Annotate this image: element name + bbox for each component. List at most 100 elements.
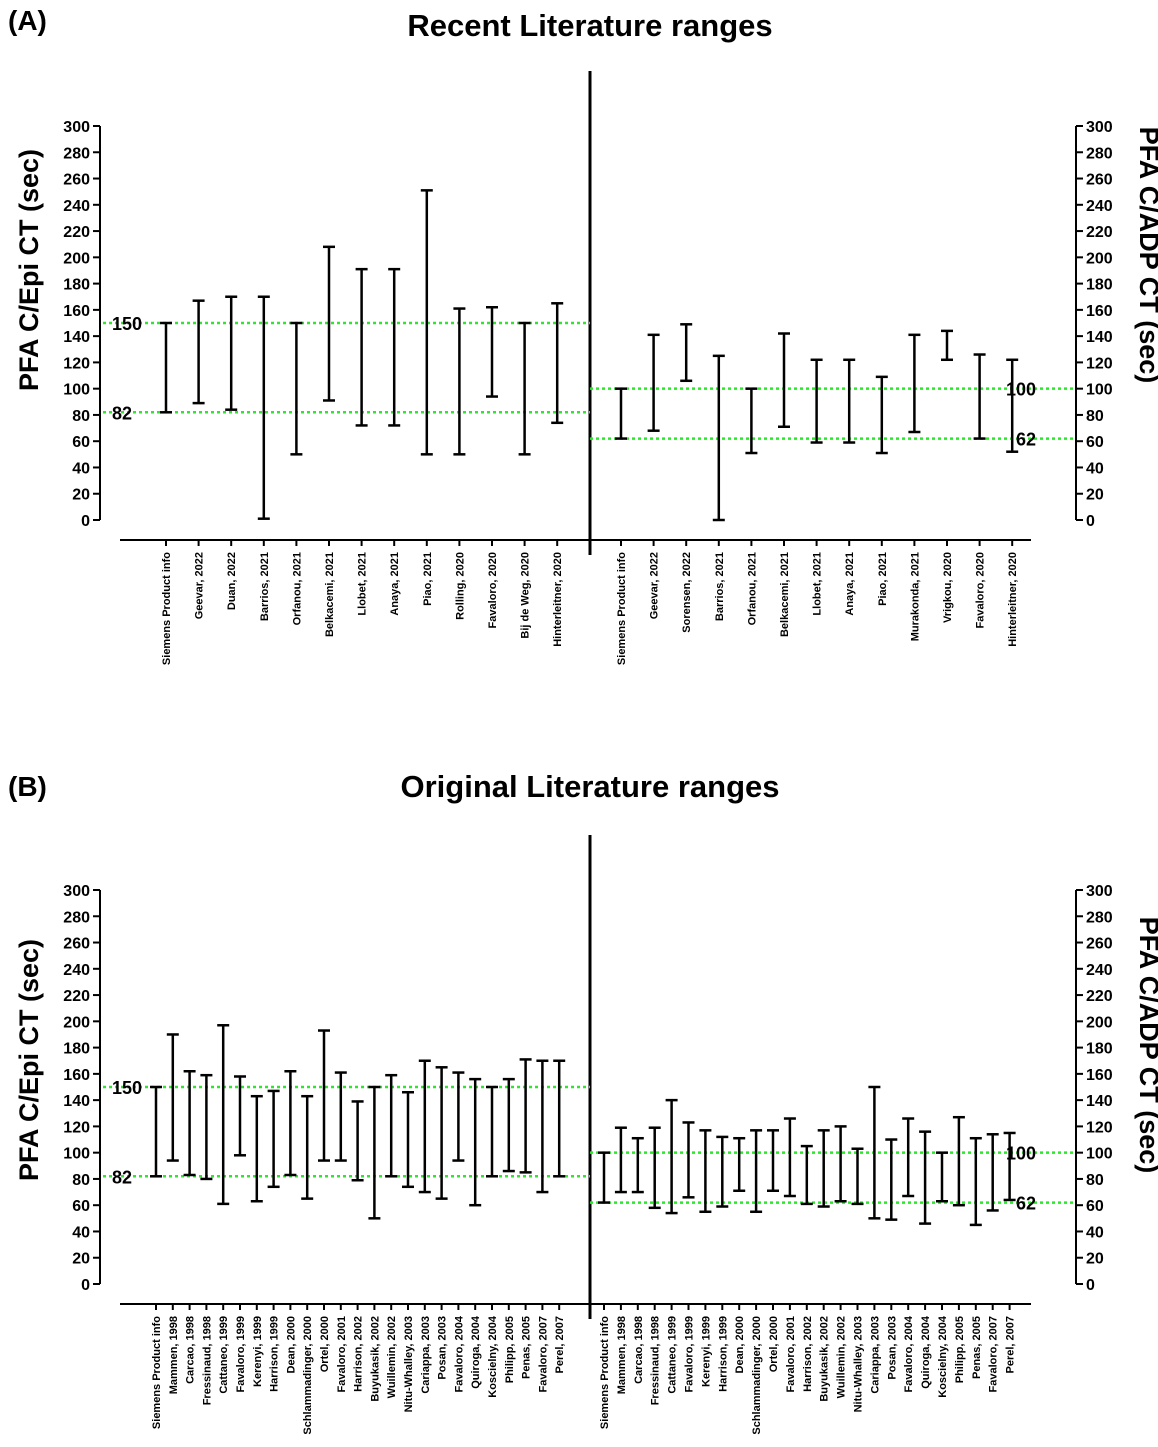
x-tick-label: Llobet, 2021 <box>357 552 369 616</box>
x-tick-label: Favaloro, 2007 <box>988 1316 1000 1392</box>
y-axis-label-right: PFA C/ADP CT (sec) <box>1134 917 1158 1174</box>
y-tick-label-left: 300 <box>63 883 90 900</box>
x-tick-label: Siemens Product info <box>616 552 628 665</box>
reference-label-right: 62 <box>1016 430 1036 450</box>
reference-label-left: 82 <box>112 403 132 423</box>
reference-label-right: 100 <box>1006 380 1036 400</box>
y-tick-label-right: 280 <box>1086 145 1113 162</box>
x-tick-label: Wuillemin, 2002 <box>386 1316 398 1398</box>
x-tick-label: Siemens Product info <box>599 1316 611 1429</box>
x-tick-label: Perel, 2007 <box>554 1316 566 1374</box>
x-tick-label: Anaya, 2021 <box>844 552 856 616</box>
x-tick-label: Dean, 2000 <box>285 1316 297 1373</box>
y-tick-label-left: 0 <box>81 1277 90 1294</box>
y-tick-label-left: 100 <box>63 382 90 399</box>
panel-label: (A) <box>8 5 47 36</box>
x-tick-label: Belkacemi, 2021 <box>324 552 336 637</box>
y-tick-label-right: 80 <box>1086 1172 1104 1189</box>
y-tick-label-left: 100 <box>63 1146 90 1163</box>
x-tick-label: Hinterleitner, 2020 <box>552 552 564 647</box>
x-tick-label: Koscielny, 2004 <box>487 1315 499 1398</box>
y-tick-label-right: 220 <box>1086 988 1113 1005</box>
y-tick-label-left: 120 <box>63 1119 90 1136</box>
x-tick-label: Geevar, 2022 <box>649 552 661 619</box>
y-tick-label-left: 220 <box>63 224 90 241</box>
x-tick-label: Belkacemi, 2021 <box>779 552 791 637</box>
x-tick-label: Penas, 2005 <box>521 1316 533 1379</box>
x-tick-label: Nitu-Whalley, 2003 <box>853 1316 865 1412</box>
y-tick-label-right: 100 <box>1086 382 1113 399</box>
y-tick-label-right: 140 <box>1086 329 1113 346</box>
x-tick-label: Buyukasik, 2002 <box>819 1316 831 1402</box>
y-tick-label-right: 80 <box>1086 408 1104 425</box>
x-tick-label: Harrison, 1999 <box>717 1316 729 1392</box>
y-tick-label-right: 40 <box>1086 460 1104 477</box>
y-tick-label-left: 220 <box>63 988 90 1005</box>
y-tick-label-right: 20 <box>1086 1251 1104 1268</box>
y-tick-label-left: 60 <box>72 1198 90 1215</box>
x-tick-label: Barrios, 2021 <box>714 552 726 621</box>
x-tick-label: Koscielny, 2004 <box>937 1315 949 1398</box>
y-tick-label-right: 220 <box>1086 224 1113 241</box>
x-tick-label: Hinterleitner, 2020 <box>1007 552 1019 647</box>
x-tick-label: Philipp, 2005 <box>504 1316 516 1383</box>
y-axis-label-left: PFA C/Epi CT (sec) <box>14 939 44 1181</box>
y-tick-label-left: 160 <box>63 1067 90 1084</box>
x-tick-label: Orfanou, 2021 <box>291 552 303 625</box>
x-tick-label: Bij de Weg, 2020 <box>520 552 532 639</box>
y-axis-label-right: PFA C/ADP CT (sec) <box>1134 127 1158 384</box>
x-tick-label: Carcao, 1998 <box>633 1316 645 1384</box>
x-tick-label: Favaloro, 2020 <box>487 552 499 628</box>
x-tick-label: Piao, 2021 <box>422 552 434 606</box>
y-tick-label-right: 180 <box>1086 277 1113 294</box>
x-tick-label: Posan, 2003 <box>437 1316 449 1380</box>
x-tick-label: Favaloro, 2004 <box>903 1315 915 1392</box>
x-tick-label: Piao, 2021 <box>877 552 889 606</box>
y-tick-label-right: 0 <box>1086 513 1095 530</box>
chart-title: Recent Literature ranges <box>407 8 772 43</box>
x-tick-label: Harrison, 2002 <box>353 1316 365 1392</box>
x-tick-label: Mammen, 1998 <box>616 1316 628 1394</box>
x-tick-label: Ortel, 2000 <box>768 1316 780 1372</box>
y-tick-label-right: 280 <box>1086 909 1113 926</box>
x-tick-label: Harrison, 2002 <box>802 1316 814 1392</box>
y-tick-label-left: 140 <box>63 1093 90 1110</box>
y-tick-label-right: 160 <box>1086 1067 1113 1084</box>
x-tick-label: Favaloro, 2007 <box>537 1316 549 1392</box>
x-tick-label: Favaloro, 1999 <box>235 1316 247 1392</box>
x-tick-label: Posan, 2003 <box>886 1316 898 1380</box>
y-tick-label-right: 240 <box>1086 198 1113 215</box>
x-tick-label: Rolling, 2020 <box>454 552 466 620</box>
x-tick-label: Kerenyi, 1999 <box>252 1316 264 1387</box>
x-tick-label: Dean, 2000 <box>734 1316 746 1373</box>
x-tick-label: Schlammadinger, 2000 <box>751 1316 763 1435</box>
y-tick-label-right: 260 <box>1086 936 1113 953</box>
y-tick-label-right: 0 <box>1086 1277 1095 1294</box>
y-tick-label-left: 60 <box>72 434 90 451</box>
reference-label-left: 82 <box>112 1167 132 1187</box>
y-tick-label-left: 200 <box>63 1014 90 1031</box>
y-tick-label-left: 40 <box>72 1224 90 1241</box>
x-tick-label: Philipp, 2005 <box>954 1316 966 1383</box>
y-tick-label-left: 240 <box>63 962 90 979</box>
y-tick-label-left: 20 <box>72 487 90 504</box>
y-tick-label-right: 120 <box>1086 1119 1113 1136</box>
chart-title: Original Literature ranges <box>401 769 780 804</box>
y-tick-label-left: 260 <box>63 936 90 953</box>
x-tick-label: Favaloro, 2001 <box>785 1316 797 1392</box>
x-tick-label: Anaya, 2021 <box>389 552 401 616</box>
y-tick-label-right: 300 <box>1086 883 1113 900</box>
y-tick-label-right: 100 <box>1086 1146 1113 1163</box>
y-tick-label-left: 260 <box>63 172 90 189</box>
y-tick-label-right: 200 <box>1086 250 1113 267</box>
reference-label-right: 62 <box>1016 1194 1036 1214</box>
y-tick-label-left: 180 <box>63 277 90 294</box>
reference-label-right: 100 <box>1006 1144 1036 1164</box>
y-tick-label-left: 240 <box>63 198 90 215</box>
x-tick-label: Ortel, 2000 <box>319 1316 331 1372</box>
x-tick-label: Vrigkou, 2020 <box>942 552 954 623</box>
y-axis-label-left: PFA C/Epi CT (sec) <box>14 149 44 391</box>
x-tick-label: Favaloro, 1999 <box>684 1316 696 1392</box>
y-tick-label-left: 280 <box>63 145 90 162</box>
